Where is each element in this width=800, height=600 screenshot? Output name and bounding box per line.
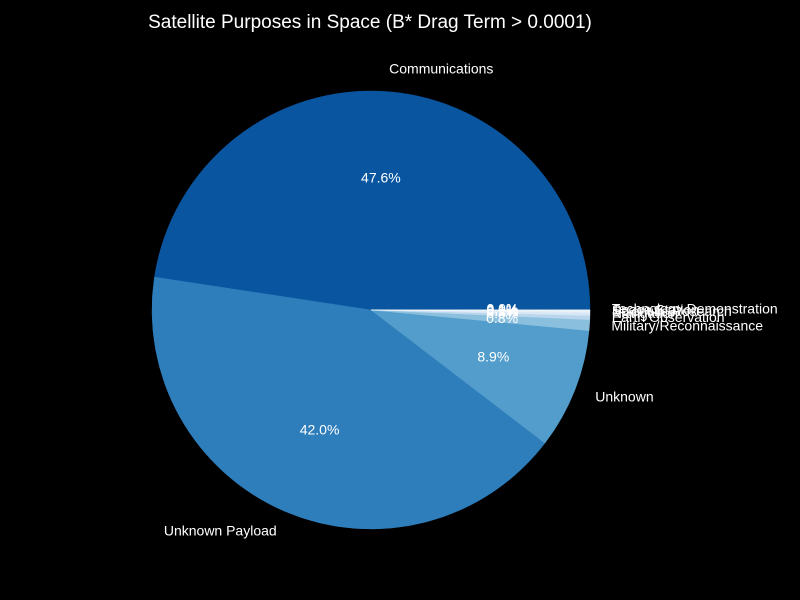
pie-slice-unknown-payload — [151, 276, 546, 530]
slice-percent-earth-observation: 0.3% — [486, 305, 518, 321]
slice-label-technology-demonstration: Technology Demonstration — [612, 301, 778, 317]
pie-labels: Communications 47.6% Unknown Payload 42.0% U… — [164, 60, 778, 538]
slice-label-communications: Communications — [389, 60, 493, 76]
slice-label-scientific-research: Scientific Research — [612, 303, 732, 319]
slice-percent-scientific-research: 0.1% — [486, 302, 518, 318]
slice-percent-communications: 47.6% — [361, 170, 401, 186]
pie-slice-communications — [154, 90, 591, 311]
slice-label-unknown-payload: Unknown Payload — [164, 522, 277, 538]
slice-percent-space-station: 0.1% — [486, 301, 518, 317]
slice-percent-unknown-payload: 42.0% — [300, 422, 340, 438]
slice-percent-military-reconnaissance: 0.8% — [486, 310, 518, 326]
slice-percent-technology-demonstration: 0.0% — [486, 301, 518, 317]
slice-label-unknown: Unknown — [595, 389, 653, 405]
slice-label-space-station: Space Station — [612, 301, 699, 317]
slice-percent-unknown: 8.9% — [477, 349, 509, 365]
pie-slices — [151, 90, 591, 530]
pie-slice-unknown — [370, 309, 590, 444]
slice-percent-navigation: 0.2% — [486, 303, 518, 319]
slice-label-military-reconnaissance: Military/Reconnaissance — [611, 317, 763, 333]
chart-title: Satellite Purposes in Space (B* Drag Ter… — [148, 12, 592, 33]
slice-label-earth-observation: Earth Observation — [612, 309, 725, 325]
slice-label-navigation: Navigation — [612, 305, 678, 321]
